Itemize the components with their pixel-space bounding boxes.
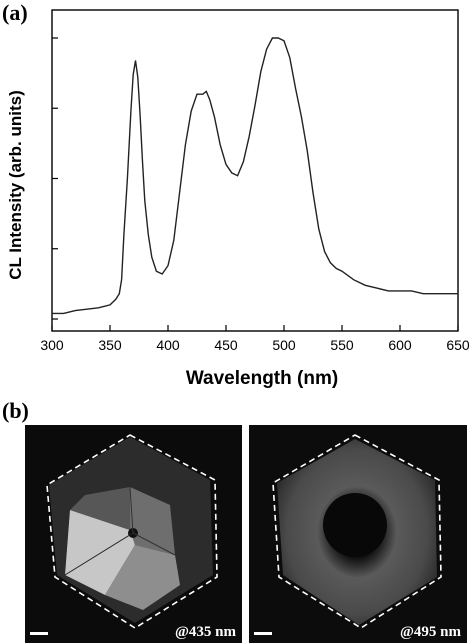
scale-bar <box>30 632 48 635</box>
cl-image-495: @495 nm <box>249 425 467 643</box>
wavelength-label-495: @495 nm <box>399 624 461 640</box>
x-tick-label: 500 <box>272 337 296 353</box>
x-tick-label: 400 <box>156 337 180 353</box>
cl-image-495-graphic <box>249 425 467 643</box>
cl-spectrum-chart: 300 350 400 450 500 550 600 650 Wavelength (nm)… <box>6 9 470 389</box>
panel-label-b: (b) <box>2 398 29 423</box>
cl-image-435-graphic <box>25 425 242 643</box>
x-tick-label: 600 <box>388 337 412 353</box>
x-tick-label: 450 <box>214 337 238 353</box>
panel-label-a: (a) <box>2 0 28 25</box>
hexagon-outline <box>272 434 442 629</box>
x-tick-label: 550 <box>330 337 354 353</box>
wavelength-label-435: @435 nm <box>174 624 236 640</box>
x-tick-label: 350 <box>98 337 122 353</box>
plot-frame <box>51 9 459 332</box>
cl-image-435: @435 nm <box>25 425 242 643</box>
y-axis-label: CL Intensity (arb. units) <box>6 90 25 280</box>
x-tick-label: 650 <box>446 337 470 353</box>
x-axis-label: Wavelength (nm) <box>186 368 338 389</box>
scale-bar <box>254 632 272 635</box>
x-tick-label: 300 <box>40 337 64 353</box>
spectrum-line <box>52 37 458 315</box>
